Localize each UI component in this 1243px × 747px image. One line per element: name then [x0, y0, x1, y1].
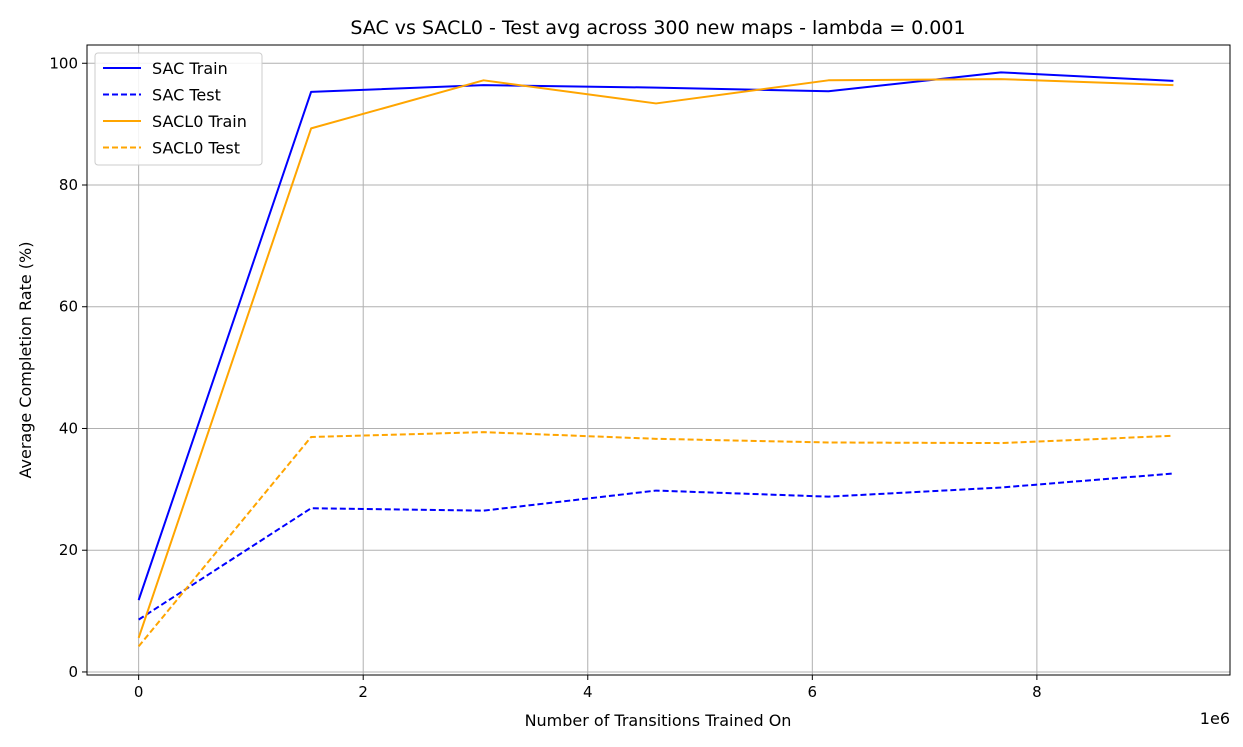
- series-lines: [137, 71, 1174, 648]
- y-tick-label: 40: [59, 419, 78, 437]
- x-tick-label: 6: [808, 683, 818, 701]
- legend-label-sacl0-test: SACL0 Test: [152, 139, 240, 158]
- legend-box: [94, 52, 263, 166]
- y-axis-label: Average Completion Rate (%): [16, 242, 35, 479]
- plot-frame: [86, 44, 1231, 676]
- x-axis-label: Number of Transitions Trained On: [525, 711, 792, 730]
- grid: [87, 45, 1230, 675]
- y-tick-label: 0: [68, 663, 78, 681]
- series-line-sac-test: [138, 472, 1174, 621]
- legend-label-sac-train: SAC Train: [152, 59, 228, 78]
- y-tick-label: 80: [59, 176, 78, 194]
- y-tick-label: 100: [49, 54, 78, 72]
- legend: SAC Train SAC Test SACL0 Train SACL0 Test: [94, 52, 263, 166]
- y-tick-label: 60: [59, 298, 78, 316]
- x-axis-offset-label: 1e6: [1200, 709, 1230, 728]
- chart-title: SAC vs SACL0 - Test avg across 300 new m…: [350, 17, 965, 39]
- series-line-sacl0-train: [137, 78, 1174, 639]
- legend-label-sacl0-train: SACL0 Train: [152, 112, 247, 131]
- legend-label-sac-test: SAC Test: [152, 86, 221, 105]
- y-tick-label: 20: [59, 541, 78, 559]
- series-line-sac-train: [137, 71, 1174, 601]
- series-line-sacl0-test: [137, 431, 1174, 648]
- x-tick-label: 2: [358, 683, 368, 701]
- x-tick-label: 8: [1032, 683, 1042, 701]
- x-tick-label: 0: [134, 683, 144, 701]
- x-tick-label: 4: [583, 683, 593, 701]
